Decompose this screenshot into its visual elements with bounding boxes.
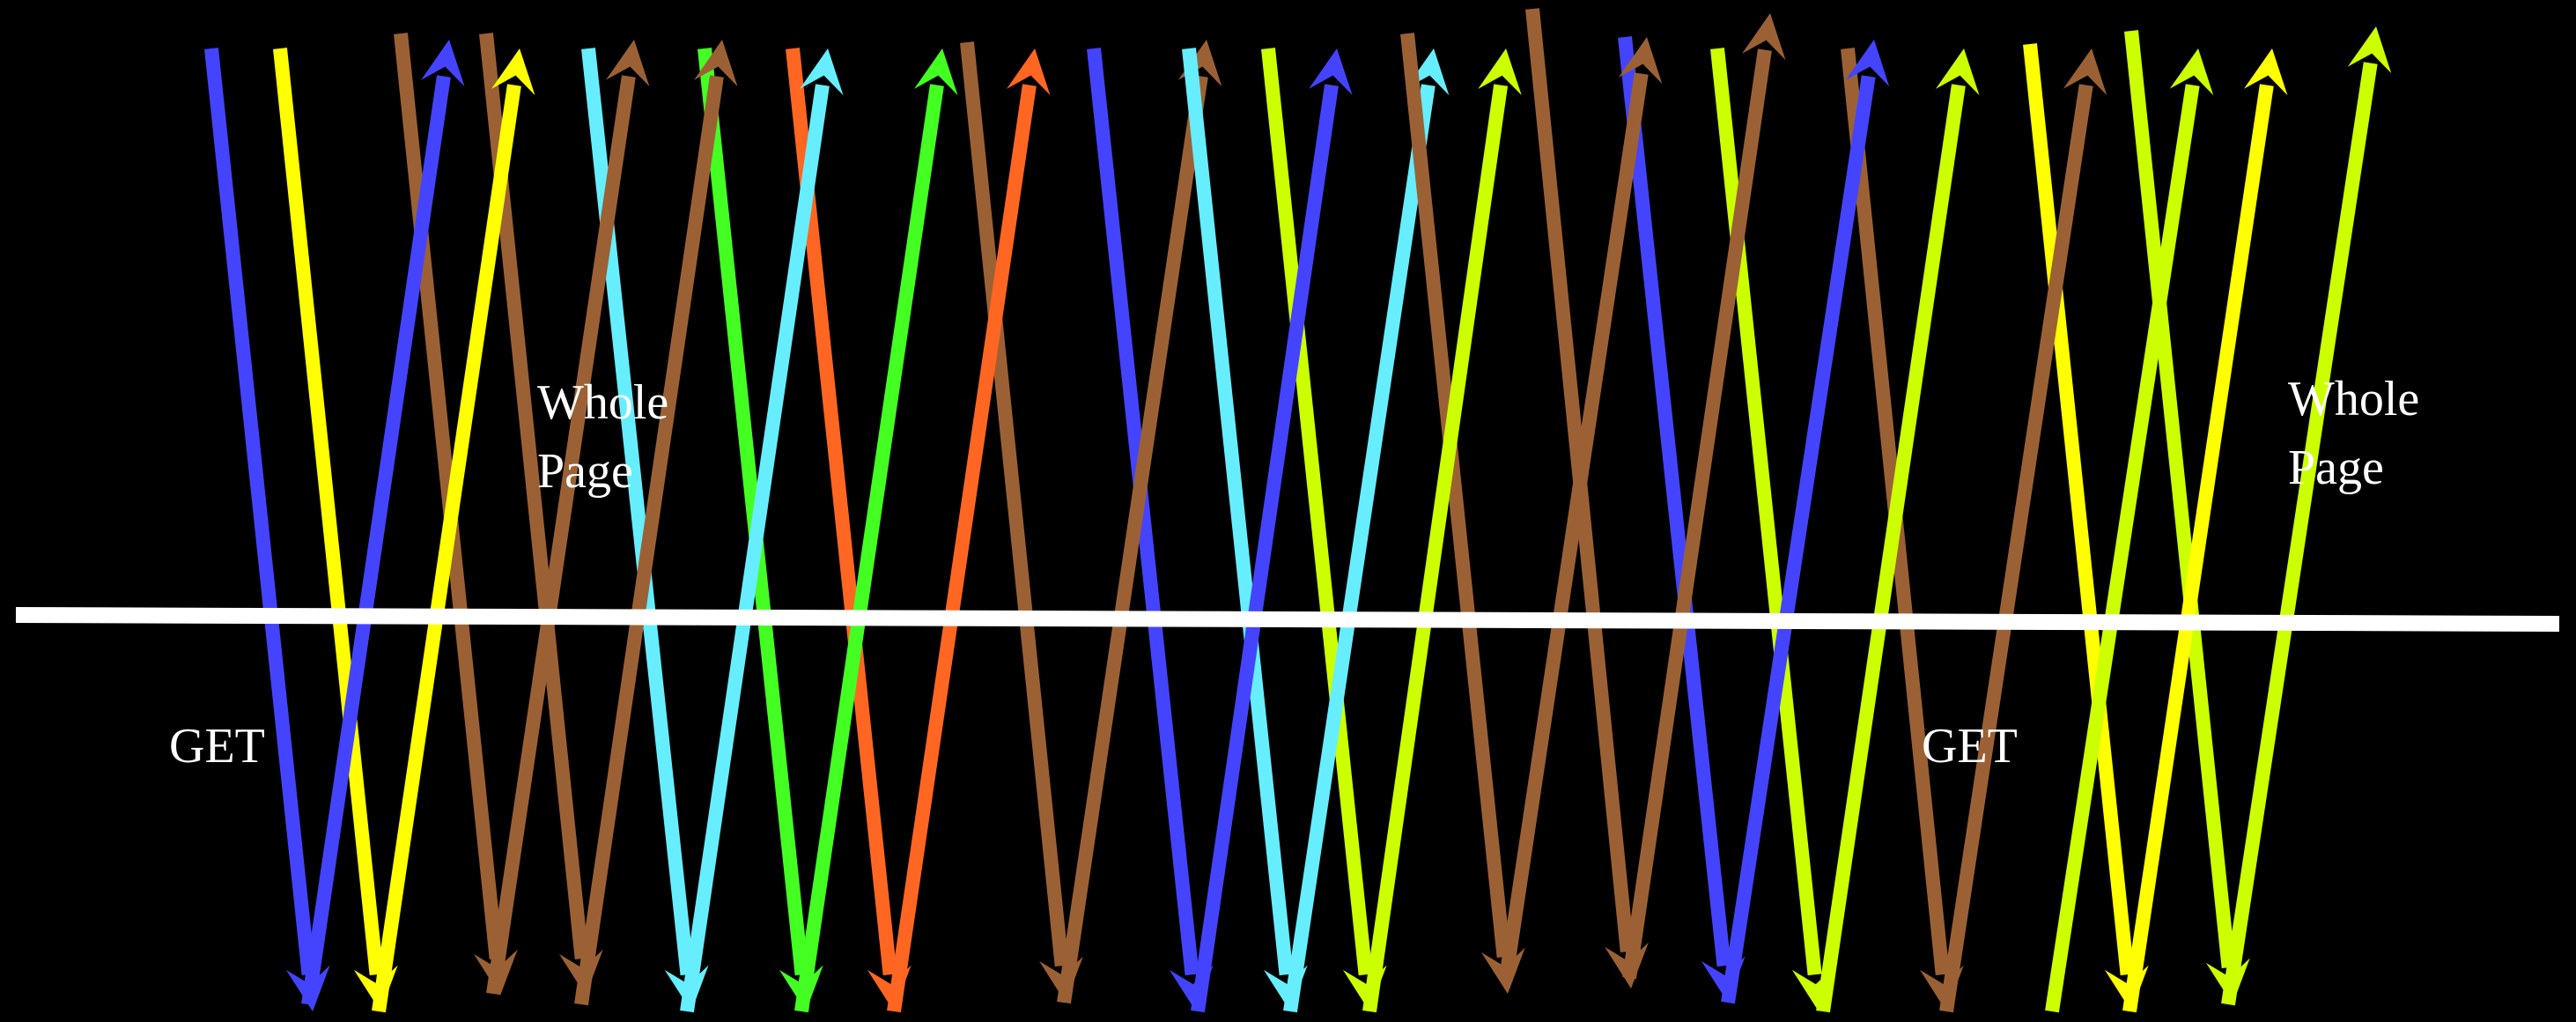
arrow-shaft [1710, 48, 1822, 976]
arrow-blue-up [1721, 40, 1890, 1004]
arrow-shaft [1499, 72, 1649, 980]
arrow-shaft [960, 41, 1069, 967]
arrow-head [491, 48, 535, 96]
arrow-cyan-up [680, 48, 844, 1013]
arrow-shaft [1400, 33, 1511, 959]
arrow-head [694, 40, 738, 87]
arrow-blue-up [1191, 48, 1353, 1013]
arrow-shaft [2045, 84, 2200, 1013]
arrow-head [1478, 48, 1522, 96]
get-label-left: GET [169, 719, 265, 774]
arrow-shaft [486, 75, 636, 996]
get-label-right: GET [1922, 719, 2018, 774]
arrow-head [1309, 48, 1353, 96]
arrow-shaft [1618, 36, 1731, 967]
arrow-head [2243, 48, 2288, 96]
arrow-shaft [273, 48, 384, 976]
arrow-lime-up [2045, 48, 2214, 1013]
arrow-head [605, 40, 650, 87]
arrow-shaft [372, 84, 521, 1013]
arrow-shaft [1182, 48, 1294, 976]
arrow-head [1936, 48, 1980, 96]
arrows-layer [204, 8, 2392, 1013]
arrow-head [1742, 13, 1786, 61]
arrow-head [914, 48, 958, 96]
arrow-brown-up [1499, 37, 1663, 980]
arrow-brown-up [1057, 40, 1222, 1004]
arrow-shaft [794, 84, 944, 1013]
arrow-shaft [1191, 84, 1339, 1013]
arrow-shaft [1939, 84, 2093, 1013]
arrow-head [1618, 37, 1663, 85]
arrow-head [1845, 40, 1890, 87]
arrow-shaft [1816, 84, 1966, 1013]
arrow-shaft [887, 84, 1037, 1013]
arrow-shaft [2221, 62, 2378, 1006]
arrow-head [1177, 40, 1222, 87]
arrow-brown-up [574, 40, 738, 1006]
arrow-head [2347, 26, 2392, 74]
arrow-lime-up [1362, 48, 1522, 1013]
arrow-head [2169, 48, 2214, 96]
arrow-shaft [1057, 75, 1208, 1004]
arrow-shaft [574, 75, 724, 1006]
arrow-brown-up [486, 40, 650, 996]
arrow-shaft [680, 84, 830, 1013]
arrow-brown-up [1939, 48, 2107, 1013]
arrow-shaft [204, 48, 316, 976]
arrow-shaft [301, 75, 451, 1006]
network-boundary-line [15, 607, 2560, 632]
arrow-head [1405, 48, 1450, 96]
arrow-orange-up [887, 48, 1051, 1013]
arrow-shaft [1721, 75, 1876, 1004]
arrow-shaft [1283, 84, 1436, 1013]
arrow-shaft [2023, 43, 2135, 976]
arrow-head [2063, 48, 2107, 96]
arrow-cyan-up [1283, 48, 1450, 1013]
whole-page-label-left: Whole Page [537, 375, 669, 499]
arrow-lime-up [1816, 48, 1980, 1013]
arrow-green-up [794, 48, 958, 1013]
arrow-yellow-up [372, 48, 535, 1013]
arrow-head [421, 40, 465, 87]
whole-page-label-right: Whole Page [2288, 372, 2420, 495]
arrow-head [1007, 48, 1051, 96]
arrow-brown-up [1622, 13, 1786, 980]
arrow-shaft [1622, 48, 1772, 980]
arrow-shaft [1261, 48, 1373, 976]
arrow-lime-up [2221, 26, 2392, 1006]
arrow-yellow-up [2122, 48, 2288, 1013]
arrow-shaft [2124, 30, 2236, 969]
arrow-blue-up [301, 40, 465, 1006]
arrow-head [800, 48, 844, 96]
arrow-shaft [2122, 84, 2274, 1013]
arrow-shaft [1362, 84, 1509, 1013]
